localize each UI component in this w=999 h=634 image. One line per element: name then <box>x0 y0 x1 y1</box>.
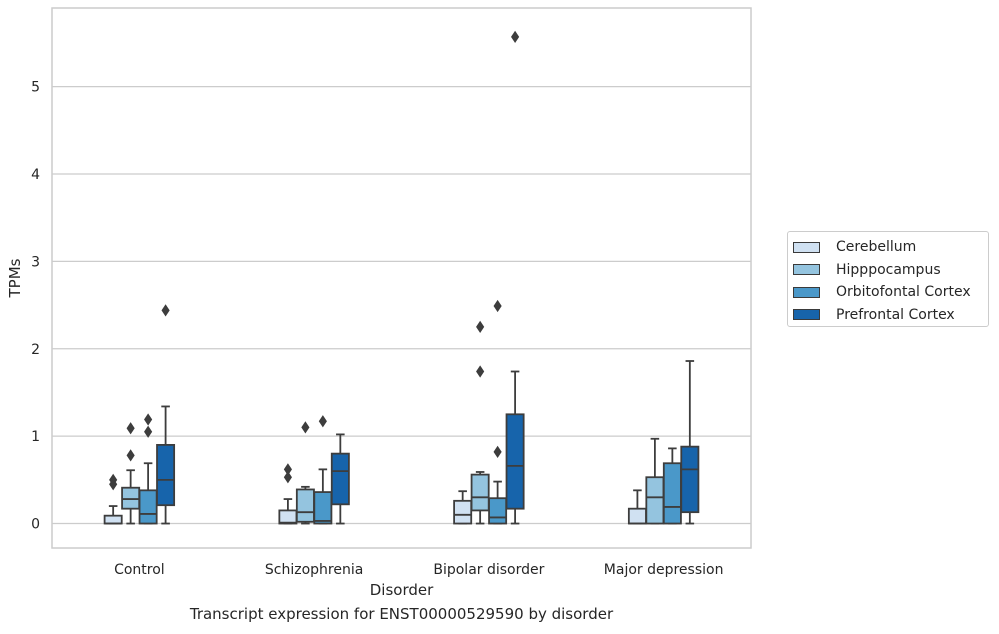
box-prefrontal-cortex <box>505 30 525 525</box>
legend-swatch <box>793 286 820 298</box>
y-axis-label: TPMs <box>6 258 24 298</box>
box-body <box>645 476 665 525</box>
y-tick-label: 1 <box>31 429 40 445</box>
box-hipppocampus <box>470 320 490 525</box>
box-cerebellum <box>453 490 473 525</box>
box-body <box>453 499 473 525</box>
y-tick-label: 5 <box>31 80 40 96</box>
box-body <box>313 491 333 525</box>
legend-label: Prefrontal Cortex <box>836 306 955 323</box>
legend-label: Cerebellum <box>836 239 917 256</box>
x-tick-label: Schizophrenia <box>265 562 363 578</box>
plot-area <box>103 30 700 525</box>
box-body <box>330 452 350 506</box>
outlier-point <box>493 299 502 313</box>
box-orbitofontal-cortex <box>138 413 158 525</box>
legend-item: Cerebellum <box>793 236 988 259</box>
y-tick-label: 0 <box>31 517 40 533</box>
outlier-point <box>318 415 327 428</box>
box-body <box>156 443 176 507</box>
outlier-point <box>511 30 520 43</box>
y-tick-label: 3 <box>31 254 40 270</box>
box-prefrontal-cortex <box>680 360 700 525</box>
legend: Cerebellum Hipppocampus Orbitofontal Corte… <box>787 231 989 327</box>
outlier-point <box>301 421 310 434</box>
box-cerebellum <box>627 489 647 525</box>
box-body <box>505 413 525 510</box>
box-body <box>278 509 298 525</box>
outlier-point <box>476 320 485 334</box>
legend-label: Hipppocampus <box>836 261 941 278</box>
axes: 0 1 2 3 4 5 Control Schizophrenia Bipolar disord… <box>31 7 752 578</box>
outlier-point <box>283 463 292 476</box>
box-hipppocampus <box>645 437 665 525</box>
box-orbitofontal-cortex <box>488 299 508 525</box>
plot-frame <box>51 7 752 549</box>
outlier-point <box>109 473 118 486</box>
y-tick-label: 2 <box>31 342 40 358</box>
outlier-point <box>126 449 135 462</box>
box-orbitofontal-cortex <box>313 415 333 525</box>
x-axis-label: Disorder <box>370 581 434 599</box>
legend-swatch <box>793 241 820 253</box>
y-tick-label: 4 <box>31 167 40 183</box>
x-tick-label: Major depression <box>604 562 724 578</box>
box-prefrontal-cortex <box>156 304 176 525</box>
box-body <box>470 473 490 512</box>
x-tick-label: Control <box>114 562 165 578</box>
chart-caption: Transcript expression for ENST0000052959… <box>189 605 614 623</box>
x-tick-label: Bipolar disorder <box>433 562 544 578</box>
outlier-point <box>493 445 502 459</box>
box-body <box>662 462 682 525</box>
box-hipppocampus <box>121 422 141 525</box>
legend-swatch <box>793 264 820 276</box>
legend-item: Prefrontal Cortex <box>793 304 988 327</box>
box-orbitofontal-cortex <box>662 447 682 525</box>
legend-swatch <box>793 309 820 321</box>
outlier-point <box>144 425 153 438</box>
box-body <box>680 445 700 514</box>
box-body <box>488 497 508 525</box>
legend-label: Orbitofontal Cortex <box>836 284 971 301</box>
legend-item: Hipppocampus <box>793 259 988 282</box>
legend-item: Orbitofontal Cortex <box>793 281 988 304</box>
box-prefrontal-cortex <box>330 433 350 525</box>
box-body <box>627 507 647 525</box>
outlier-point <box>144 413 153 426</box>
outlier-point <box>476 365 485 378</box>
outlier-point <box>161 304 170 317</box>
box-cerebellum <box>103 473 123 525</box>
box-cerebellum <box>278 463 298 525</box>
outlier-point <box>126 422 135 435</box>
box-body <box>103 514 123 525</box>
box-body <box>138 489 158 525</box>
box-body <box>295 488 315 523</box>
outlier-point <box>283 471 292 484</box>
box-hipppocampus <box>295 421 315 525</box>
